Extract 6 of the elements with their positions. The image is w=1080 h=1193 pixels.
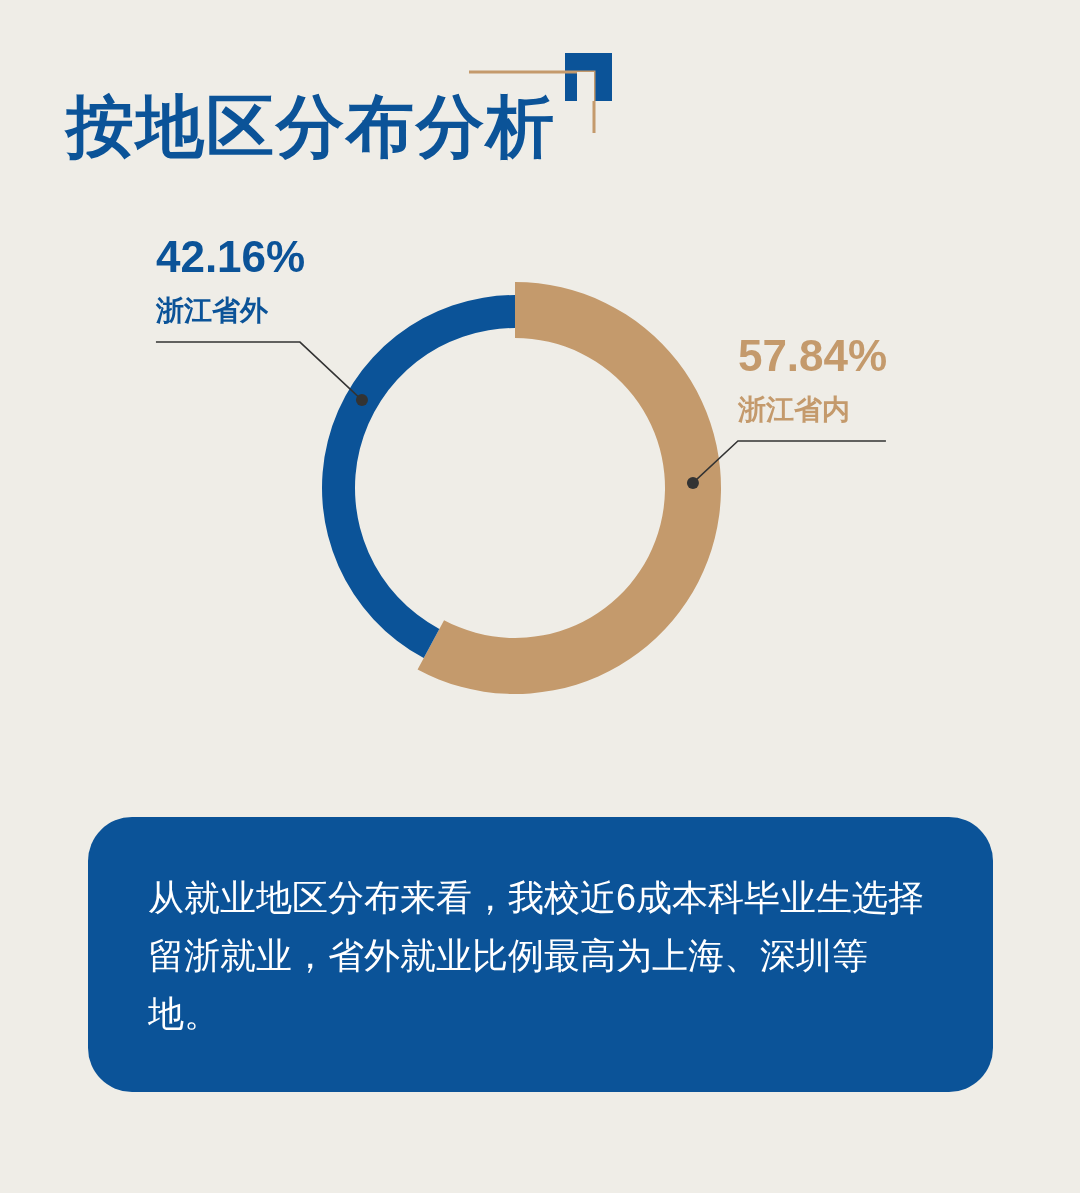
data-label: 57.84%: [737, 330, 888, 380]
slice-label: 浙江省内: [736, 393, 850, 425]
text: 从就业地区分布来看，我校近6成本科毕业生选择留浙就业，省外就业比例最高为上海、深圳等地。: [88, 817, 993, 1092]
data-label: 42.16%: [155, 232, 306, 282]
slice-label: 浙江省外: [154, 295, 269, 327]
chart-title: 按地区分布分析: [66, 87, 556, 166]
